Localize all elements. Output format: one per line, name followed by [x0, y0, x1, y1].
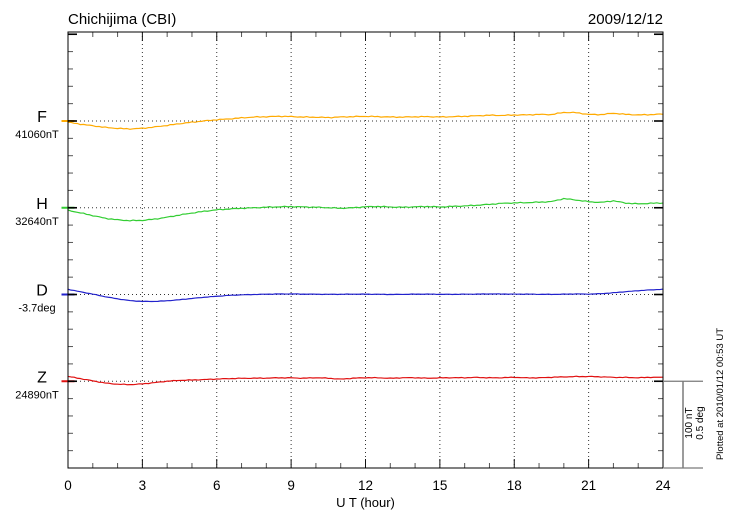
grid-lines — [141, 32, 590, 468]
x-tick-label-12: 12 — [358, 478, 373, 493]
plot-date: 2009/12/12 — [588, 11, 663, 28]
trace-Z — [67, 375, 664, 386]
scale-bar: 100 nT 0.5 deg — [664, 380, 706, 469]
x-tick-labels: 0 3 6 9 12 15 18 21 24 — [64, 478, 671, 493]
channel-letter-F: F — [37, 109, 47, 126]
scale-bar-label-deg: 0.5 deg — [695, 406, 706, 439]
trace-D — [67, 288, 664, 303]
scale-bar-label-nt: 100 nT — [684, 407, 695, 438]
x-tick-label-18: 18 — [507, 478, 522, 493]
channel-value-H: 32640nT — [15, 216, 59, 228]
x-tick-label-0: 0 — [64, 478, 72, 493]
x-tick-label-3: 3 — [139, 478, 147, 493]
x-tick-label-21: 21 — [581, 478, 596, 493]
x-axis-title: U T (hour) — [336, 495, 395, 510]
channel-letter-H: H — [36, 196, 48, 213]
channel-letter-D: D — [36, 283, 48, 300]
channel-value-Z: 24890nT — [15, 389, 59, 401]
data-traces — [67, 111, 664, 386]
channel-labels: F 41060nT H 32640nT D -3.7deg Z 24890nT — [15, 109, 59, 401]
axis-ticks — [67, 32, 664, 468]
plotted-at-note: Plotted at 2010/01/12 00:53 UT — [715, 328, 726, 460]
x-tick-label-15: 15 — [432, 478, 447, 493]
x-tick-label-6: 6 — [213, 478, 221, 493]
channel-letter-Z: Z — [37, 369, 47, 386]
baseline-lines — [61, 120, 663, 383]
x-tick-label-9: 9 — [287, 478, 295, 493]
x-tick-label-24: 24 — [655, 478, 671, 493]
station-title: Chichijima (CBI) — [68, 11, 176, 28]
channel-value-D: -3.7deg — [18, 303, 55, 315]
channel-value-F: 41060nT — [15, 129, 59, 141]
trace-F — [67, 111, 664, 130]
plot-frame — [67, 31, 664, 469]
trace-H — [67, 197, 664, 222]
